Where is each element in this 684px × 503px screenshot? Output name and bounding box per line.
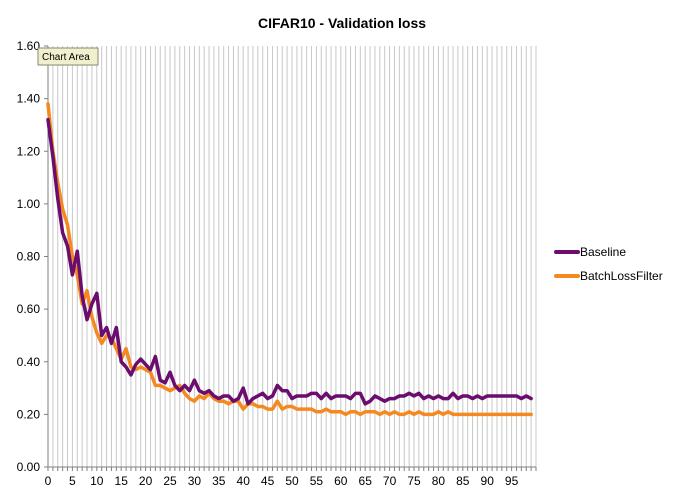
y-tick-label: 1.00 (17, 197, 41, 211)
x-tick-label: 80 (432, 474, 446, 488)
legend-label: BatchLossFilter (580, 269, 663, 283)
chart-title: CIFAR10 - Validation loss (258, 15, 426, 31)
y-tick-label: 0.60 (17, 302, 41, 316)
y-tick-label: 0.40 (17, 355, 41, 369)
tooltip-text: Chart Area (42, 52, 90, 63)
x-tick-label: 20 (139, 474, 153, 488)
y-tick-label: 1.40 (17, 92, 41, 106)
y-tick-label: 1.20 (17, 144, 41, 158)
y-tick-label: 0.20 (17, 407, 41, 421)
x-tick-label: 25 (163, 474, 177, 488)
x-tick-label: 60 (334, 474, 348, 488)
series-line-batchlossfilter (46, 102, 533, 417)
x-tick-label: 35 (212, 474, 226, 488)
x-tick-label: 40 (237, 474, 251, 488)
x-tick-label: 85 (456, 474, 470, 488)
y-tick-label: 0.00 (17, 460, 41, 474)
x-tick-label: 5 (69, 474, 76, 488)
x-tick-label: 15 (115, 474, 129, 488)
y-tick-label: 1.60 (17, 39, 41, 53)
x-tick-label: 65 (359, 474, 373, 488)
legend: Baseline BatchLossFilter (554, 245, 663, 283)
x-tick-label: 0 (45, 474, 52, 488)
x-tick-label: 95 (505, 474, 519, 488)
chart-area-tooltip: Chart Area (37, 47, 99, 66)
series-line-baseline (46, 117, 533, 406)
x-tick-label: 50 (285, 474, 299, 488)
x-tick-label: 70 (383, 474, 397, 488)
x-tick-label: 45 (261, 474, 275, 488)
tooltip-box (37, 47, 99, 66)
x-tick-label: 90 (481, 474, 495, 488)
x-tick-label: 10 (90, 474, 104, 488)
x-tick-label: 55 (310, 474, 324, 488)
x-tick-label: 75 (407, 474, 421, 488)
x-tick-label: 30 (188, 474, 202, 488)
legend-label: Baseline (580, 245, 626, 259)
y-tick-label: 0.80 (17, 250, 41, 264)
series-layer (46, 102, 533, 417)
